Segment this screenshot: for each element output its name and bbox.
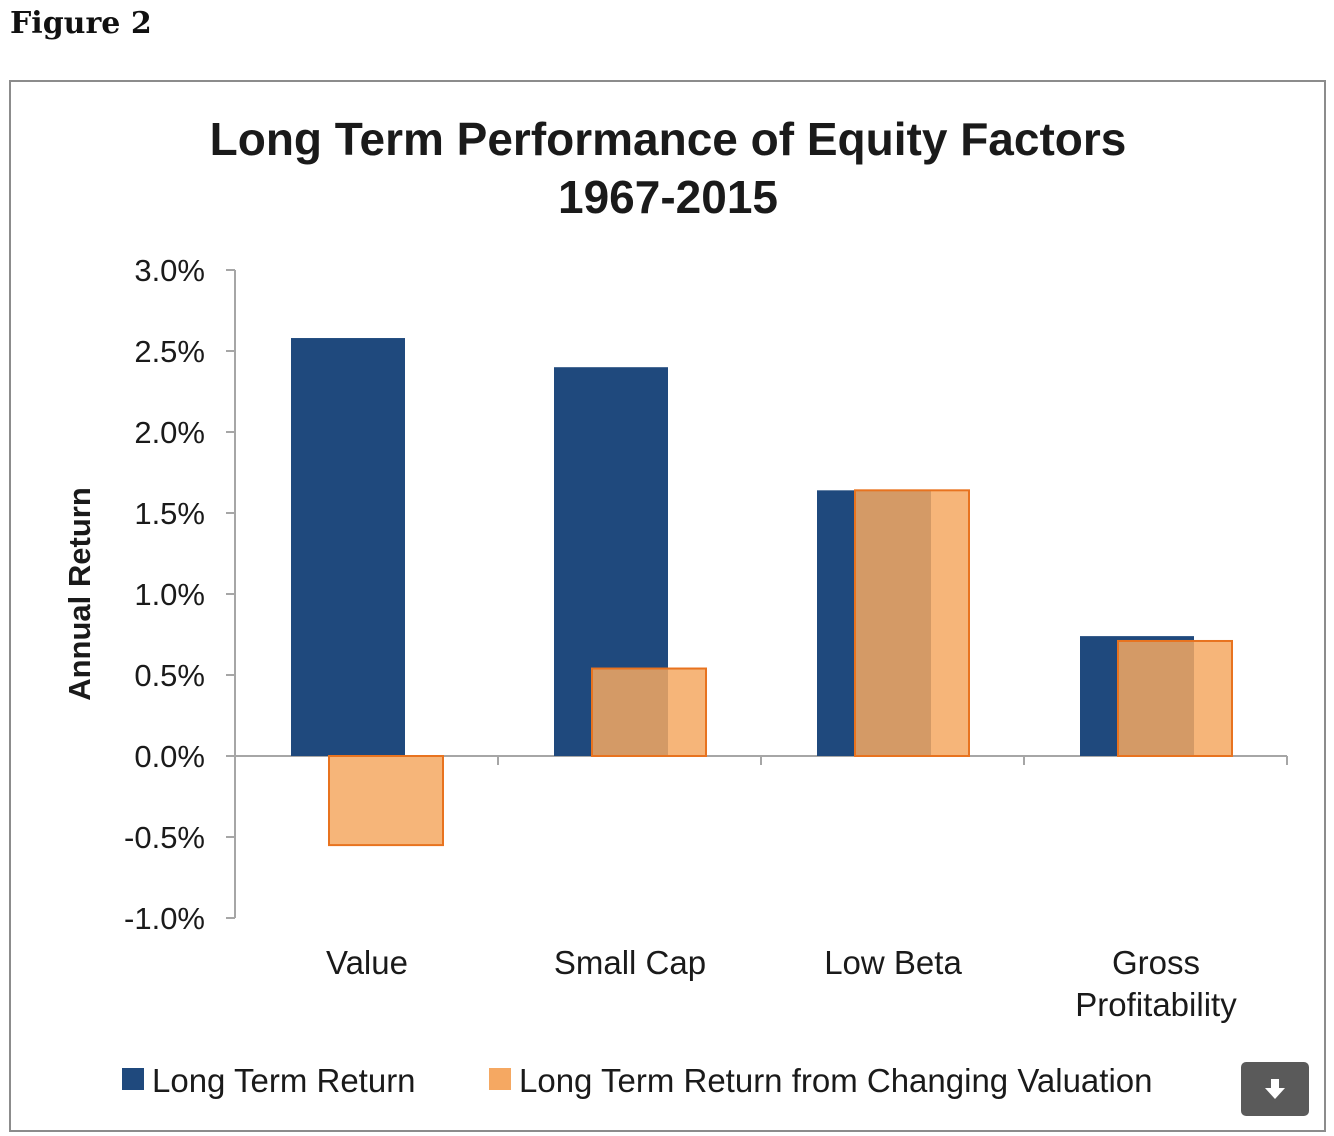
legend-swatch-changing-valuation [489, 1068, 511, 1090]
y-tick-label: 2.0% [134, 415, 205, 450]
bar-changing-valuation [591, 667, 707, 758]
x-category-label: Low Beta [824, 944, 962, 981]
chart-subtitle: 1967-2015 [558, 171, 778, 223]
legend-label-changing-valuation: Long Term Return from Changing Valuation [519, 1062, 1152, 1099]
download-arrow-icon [1265, 1079, 1285, 1099]
y-tick-label: 2.5% [134, 334, 205, 369]
y-tick-label: -0.5% [124, 820, 205, 855]
y-tick-label: 1.0% [134, 577, 205, 612]
bar-changing-valuation [854, 489, 970, 757]
bar-changing-valuation [1117, 639, 1233, 757]
x-category-label: Small Cap [554, 944, 706, 981]
legend-swatch-long-term-return [122, 1068, 144, 1090]
bar-changing-valuation [328, 755, 444, 847]
x-category-label: Value [326, 944, 408, 981]
x-category-label: Gross [1112, 944, 1200, 981]
y-tick-label: 0.5% [134, 658, 205, 693]
download-button[interactable] [1241, 1062, 1309, 1116]
y-tick-label: 0.0% [134, 739, 205, 774]
bar-long-term-return [291, 338, 405, 756]
legend-label-long-term-return: Long Term Return [152, 1062, 416, 1099]
figure-label: Figure 2 [10, 6, 152, 41]
chart-title: Long Term Performance of Equity Factors [210, 113, 1127, 165]
y-axis-label: Annual Return [62, 487, 97, 701]
y-tick-label: 1.5% [134, 496, 205, 531]
x-category-label: Profitability [1075, 986, 1237, 1023]
y-tick-label: 3.0% [134, 253, 205, 288]
y-tick-label: -1.0% [124, 901, 205, 936]
